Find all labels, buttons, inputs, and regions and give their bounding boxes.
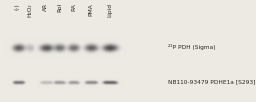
Text: (-): (-) — [15, 3, 20, 10]
Text: AR: AR — [43, 3, 48, 11]
Text: RA: RA — [71, 3, 76, 11]
Text: Lipid: Lipid — [107, 3, 112, 17]
Text: Rol: Rol — [57, 3, 62, 12]
Text: PMA: PMA — [88, 3, 93, 16]
Text: H₂O₂: H₂O₂ — [28, 3, 33, 17]
Text: ²²P PDH (Sigma): ²²P PDH (Sigma) — [168, 44, 215, 50]
Text: NB110-93479 PDHE1a [S293]: NB110-93479 PDHE1a [S293] — [168, 80, 255, 85]
